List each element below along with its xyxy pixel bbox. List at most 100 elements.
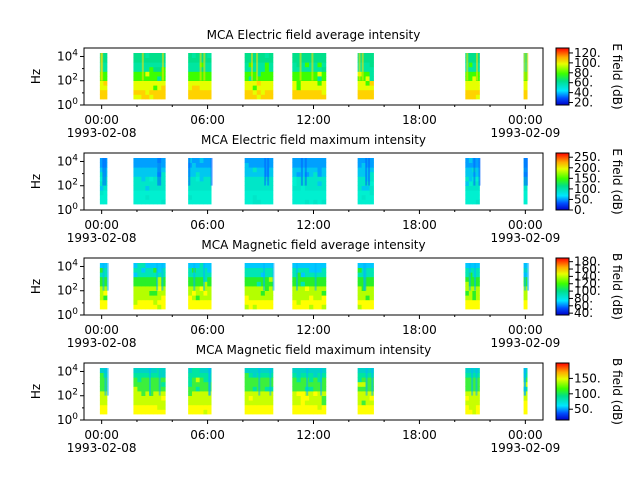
spectrogram-cell: [472, 386, 477, 392]
spectrogram-cell: [191, 62, 197, 68]
spectrogram-cell: [292, 290, 297, 296]
spectrogram-cell: [296, 377, 302, 383]
spectrogram-cell: [252, 400, 258, 406]
x-tick-label: 00:00: [84, 218, 119, 232]
spectrogram-cell: [304, 62, 310, 68]
colorbar-label: B field (dB): [610, 253, 624, 320]
spectrogram-cell: [523, 194, 528, 200]
spectrogram-cell: [145, 400, 150, 406]
spectrogram-cell: [321, 62, 327, 68]
y-tick-label: 102: [57, 73, 78, 88]
spectrogram-cell: [523, 185, 528, 191]
spectrogram-cell: [248, 190, 254, 196]
spectrogram-cell: [264, 94, 270, 100]
spectrogram-cell: [321, 404, 327, 410]
spectrogram-cell: [260, 281, 266, 287]
spectrogram-cell: [133, 194, 138, 200]
spectrogram-cell: [313, 167, 318, 173]
spectrogram-cell: [141, 386, 146, 392]
spectrogram-cell: [153, 272, 158, 278]
spectrogram-cell: [195, 94, 201, 100]
spectrogram-cell: [161, 158, 166, 163]
spectrogram-cell: [309, 57, 314, 63]
spectrogram-cell: [145, 377, 150, 383]
data-segment: [292, 263, 327, 310]
spectrogram-cell: [248, 400, 254, 406]
spectrogram-cell: [157, 194, 162, 200]
spectrogram-cell: [264, 409, 270, 415]
spectrogram-cell: [207, 57, 212, 63]
spectrogram-streak: [100, 53, 103, 81]
x-tick-date: 1993-02-09: [490, 336, 560, 350]
spectrogram-cell: [203, 386, 208, 392]
spectrogram-cell: [472, 194, 477, 200]
spectrogram-cell: [195, 181, 201, 186]
x-tick-label: 00:00: [84, 113, 119, 127]
spectrogram-cell: [103, 53, 108, 58]
spectrogram-cell: [365, 409, 370, 415]
spectrogram-cell: [256, 76, 262, 81]
spectrogram-cell: [161, 286, 166, 291]
spectrogram-cell: [268, 176, 274, 182]
spectrogram-cell: [252, 377, 258, 383]
spectrogram-cell: [248, 76, 254, 81]
spectrogram-cell: [203, 286, 208, 291]
spectrogram-cell: [252, 162, 258, 168]
spectrogram-cell: [244, 395, 250, 401]
spectrogram-cell: [133, 71, 138, 77]
spectrogram-cell: [157, 299, 162, 305]
spectrogram-cell: [244, 386, 250, 392]
spectrogram-cell: [357, 400, 362, 406]
spectrogram-streak: [371, 368, 374, 396]
spectrogram-cell: [309, 290, 314, 296]
spectrogram-cell: [191, 304, 197, 310]
spectrogram-cell: [317, 158, 323, 163]
spectrogram-cell: [191, 299, 197, 305]
spectrogram-cell: [207, 89, 212, 95]
spectrogram-cell: [137, 185, 142, 191]
spectrogram-cell: [468, 263, 473, 268]
spectrogram-cell: [191, 381, 197, 387]
spectrogram-cell: [248, 263, 254, 268]
spectrogram-cell: [157, 263, 162, 268]
spectrogram-cell: [465, 299, 470, 305]
spectrogram-cell: [145, 281, 150, 287]
spectrogram-cell: [260, 386, 266, 392]
spectrogram-cell: [161, 372, 166, 378]
spectrogram-cell: [153, 199, 158, 205]
spectrogram-cell: [137, 267, 142, 273]
data-segment: [292, 158, 327, 205]
spectrogram-cell: [475, 386, 480, 392]
spectrogram-cell: [300, 304, 306, 310]
spectrogram-cell: [207, 190, 212, 196]
spectrogram-cell: [365, 80, 370, 86]
spectrogram-cell: [161, 263, 166, 268]
spectrogram-cell: [103, 66, 108, 72]
spectrogram-cell: [141, 162, 146, 168]
spectrogram-cell: [365, 286, 370, 291]
spectrogram-cell: [260, 167, 266, 173]
spectrogram-cell: [137, 176, 142, 182]
spectrogram-cell: [475, 89, 480, 95]
spectrogram-cell: [188, 267, 193, 273]
spectrogram-cell: [199, 381, 204, 387]
spectrogram-cell: [292, 181, 297, 186]
x-tick-label: 12:00: [296, 323, 331, 337]
panel-title: MCA Magnetic field maximum intensity: [196, 343, 432, 357]
spectrogram-cell: [365, 62, 370, 68]
spectrogram-cell: [157, 281, 162, 287]
spectrogram-cell: [207, 53, 212, 58]
spectrogram-cell: [149, 286, 154, 291]
spectrogram-cell: [313, 53, 318, 58]
spectrogram-cell: [321, 386, 327, 392]
spectrogram-cell: [191, 372, 197, 378]
spectrogram-cell: [357, 267, 362, 273]
spectrogram-cell: [133, 62, 138, 68]
spectrogram-cell: [369, 162, 374, 168]
spectrogram-cell: [365, 162, 370, 168]
spectrogram-cell: [321, 89, 327, 95]
spectrogram-cell: [268, 299, 274, 305]
spectrogram-cell: [153, 372, 158, 378]
spectrogram-cell: [357, 391, 362, 396]
spectrogram-cell: [365, 263, 370, 268]
